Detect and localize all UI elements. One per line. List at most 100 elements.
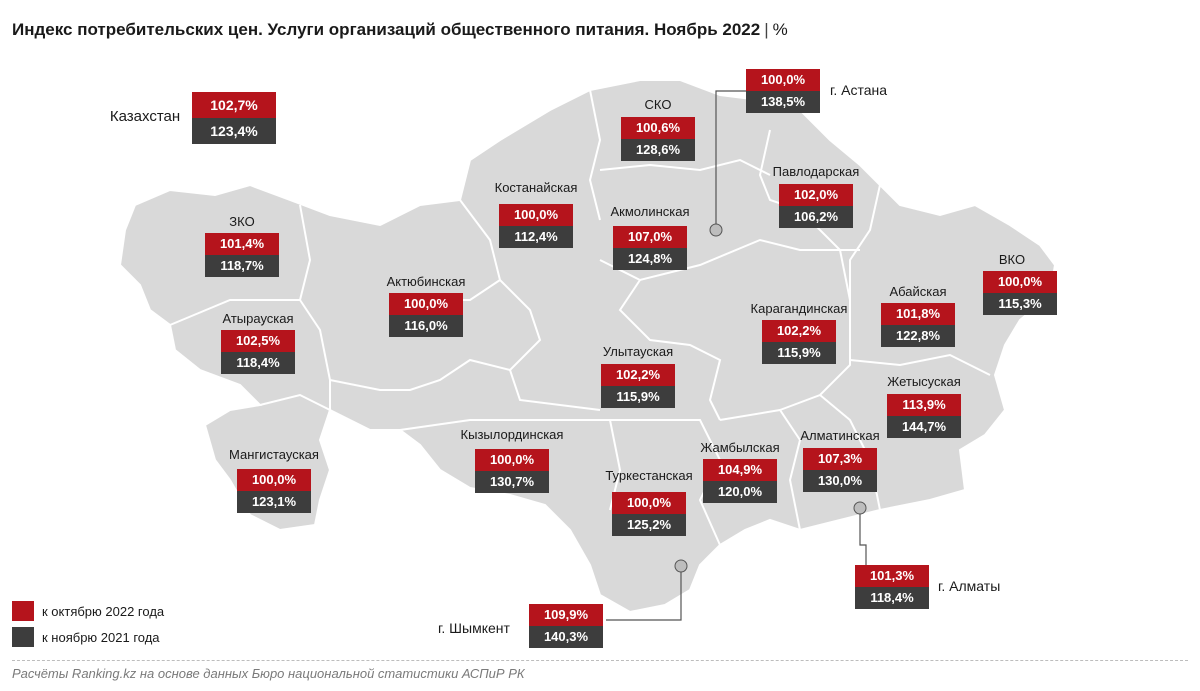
value-vs-nov: 118,7% bbox=[205, 255, 279, 277]
legend-label: к ноябрю 2021 года bbox=[42, 629, 160, 645]
value-box: 100,0% 125,2% bbox=[612, 492, 686, 536]
value-vs-oct: 109,9% bbox=[529, 604, 603, 626]
region-name: Атырауская bbox=[222, 311, 294, 326]
region-name: Улытауская bbox=[602, 344, 674, 359]
value-vs-oct: 100,0% bbox=[983, 271, 1057, 293]
value-vs-nov: 125,2% bbox=[612, 514, 686, 536]
title-unit: % bbox=[772, 20, 788, 39]
value-vs-oct: 100,0% bbox=[612, 492, 686, 514]
value-box: 100,6% 128,6% bbox=[621, 117, 695, 161]
city-name: г. Астана bbox=[830, 82, 888, 98]
region-name: Абайская bbox=[889, 284, 947, 299]
value-vs-nov: 124,8% bbox=[613, 248, 687, 270]
value-box: 113,9% 144,7% bbox=[887, 394, 961, 438]
value-box: 102,5% 118,4% bbox=[221, 330, 295, 374]
value-box: 100,0% 112,4% bbox=[499, 204, 573, 248]
region-name: Жетысуская bbox=[887, 374, 961, 389]
title-text: Индекс потребительских цен. Услуги орган… bbox=[12, 20, 761, 39]
shymkent-connector bbox=[606, 566, 682, 621]
value-vs-nov: 112,4% bbox=[499, 226, 573, 248]
footer-divider bbox=[12, 660, 1188, 661]
legend: к октябрю 2022 года к ноябрю 2021 года bbox=[12, 598, 164, 650]
value-vs-oct: 100,0% bbox=[499, 204, 573, 226]
value-box: 102,2% 115,9% bbox=[762, 320, 836, 364]
almaty-marker bbox=[853, 501, 867, 515]
value-vs-nov: 130,0% bbox=[803, 470, 877, 492]
legend-swatch bbox=[12, 601, 34, 621]
value-vs-nov: 115,3% bbox=[983, 293, 1057, 315]
value-vs-oct: 101,8% bbox=[881, 303, 955, 325]
value-vs-nov: 140,3% bbox=[529, 626, 603, 648]
value-box: 101,8% 122,8% bbox=[881, 303, 955, 347]
value-vs-oct: 100,0% bbox=[237, 469, 311, 491]
value-vs-nov: 120,0% bbox=[703, 481, 777, 503]
region-name: ВКО bbox=[998, 252, 1026, 267]
value-vs-nov: 123,4% bbox=[192, 118, 276, 144]
value-vs-nov: 118,4% bbox=[855, 587, 929, 609]
value-box: 109,9% 140,3% bbox=[529, 604, 603, 648]
value-vs-nov: 115,9% bbox=[601, 386, 675, 408]
border-zhambyl-almaty bbox=[719, 408, 802, 531]
value-vs-nov: 138,5% bbox=[746, 91, 820, 113]
city-name: г. Шымкент bbox=[438, 620, 510, 636]
value-vs-oct: 101,4% bbox=[205, 233, 279, 255]
astana-marker bbox=[709, 223, 723, 237]
value-box: 102,7% 123,4% bbox=[192, 92, 276, 144]
legend-swatch bbox=[12, 627, 34, 647]
value-box: 100,0% 130,7% bbox=[475, 449, 549, 493]
border-kostanai-sko bbox=[588, 89, 602, 221]
city-name: г. Алматы bbox=[938, 578, 1001, 594]
almaty-connector bbox=[859, 508, 867, 566]
value-vs-nov: 130,7% bbox=[475, 471, 549, 493]
value-box: 100,0% 115,3% bbox=[983, 271, 1057, 315]
value-vs-nov: 123,1% bbox=[237, 491, 311, 513]
region-name: Актюбинская bbox=[386, 274, 466, 289]
border-sko-akmola bbox=[599, 158, 771, 176]
region-name: Павлодарская bbox=[772, 164, 860, 179]
border-aktobe-kyzylorda bbox=[329, 358, 511, 391]
border-kostanai-ulytau bbox=[499, 279, 601, 411]
value-vs-oct: 104,9% bbox=[703, 459, 777, 481]
value-vs-oct: 101,3% bbox=[855, 565, 929, 587]
region-borders bbox=[169, 89, 991, 546]
value-vs-nov: 116,0% bbox=[389, 315, 463, 337]
value-vs-oct: 107,0% bbox=[613, 226, 687, 248]
value-vs-oct: 102,2% bbox=[601, 364, 675, 386]
border-kyzylorda-turkestan bbox=[399, 419, 622, 511]
legend-item-oct: к октябрю 2022 года bbox=[12, 598, 164, 624]
legend-label: к октябрю 2022 года bbox=[42, 603, 165, 619]
value-vs-nov: 115,9% bbox=[762, 342, 836, 364]
border-ulytau-karaganda bbox=[618, 279, 722, 421]
value-box: 100,0% 116,0% bbox=[389, 293, 463, 337]
shymkent-marker bbox=[674, 559, 688, 573]
border-karaganda-abai bbox=[779, 249, 851, 411]
value-vs-nov: 118,4% bbox=[221, 352, 295, 374]
region-name: Акмолинская bbox=[610, 204, 690, 219]
region-name: Туркестанская bbox=[605, 468, 693, 483]
region-name: Кызылординская bbox=[460, 427, 564, 442]
title-separator: | bbox=[764, 20, 769, 39]
region-name: Карагандинская bbox=[750, 301, 848, 316]
value-box: 107,0% 124,8% bbox=[613, 226, 687, 270]
value-vs-oct: 102,0% bbox=[779, 184, 853, 206]
value-vs-nov: 106,2% bbox=[779, 206, 853, 228]
value-vs-oct: 107,3% bbox=[803, 448, 877, 470]
value-box: 102,0% 106,2% bbox=[779, 184, 853, 228]
value-box: 102,2% 115,9% bbox=[601, 364, 675, 408]
value-vs-oct: 102,2% bbox=[762, 320, 836, 342]
region-name: ЗКО bbox=[229, 214, 255, 229]
region-name: Костанайская bbox=[494, 180, 578, 195]
value-vs-oct: 113,9% bbox=[887, 394, 961, 416]
chart-title: Индекс потребительских цен. Услуги орган… bbox=[12, 20, 788, 40]
city-connectors bbox=[606, 90, 867, 621]
value-box: 107,3% 130,0% bbox=[803, 448, 877, 492]
border-atyrau-mangistau bbox=[204, 393, 331, 411]
value-box: 100,0% 123,1% bbox=[237, 469, 311, 513]
region-name: Казахстан bbox=[109, 108, 181, 125]
region-name: СКО bbox=[644, 97, 672, 112]
value-vs-oct: 102,5% bbox=[221, 330, 295, 352]
source-note: Расчёты Ranking.kz на основе данных Бюро… bbox=[12, 666, 525, 681]
value-box: 100,0% 138,5% bbox=[746, 69, 820, 113]
region-name: Мангистауская bbox=[229, 447, 319, 462]
